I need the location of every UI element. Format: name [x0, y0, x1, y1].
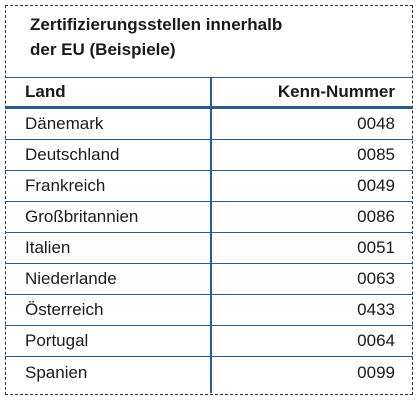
- cell-land: Deutschland: [25, 145, 120, 164]
- header-kenn-nummer: Kenn-Nummer: [277, 82, 395, 101]
- cell-kenn-nummer: 0433: [357, 300, 395, 319]
- cell-land: Italien: [25, 238, 71, 257]
- cell-kenn-nummer: 0064: [357, 331, 395, 350]
- cell-land: Dänemark: [25, 114, 104, 133]
- table-row: Großbritannien 0086: [5, 202, 413, 233]
- cell-kenn-nummer: 0086: [357, 207, 395, 226]
- table-row: Italien 0051: [5, 233, 413, 264]
- certification-table: Land Kenn-Nummer Dänemark 0048 Deutschla…: [5, 77, 413, 388]
- title-line-1: Zertifizierungsstellen innerhalb: [30, 15, 283, 34]
- header-land: Land: [25, 82, 66, 101]
- table-title: Zertifizierungsstellen innerhalb der EU …: [30, 12, 390, 62]
- cell-kenn-nummer: 0049: [357, 176, 395, 195]
- table-row: Deutschland 0085: [5, 140, 413, 171]
- cell-land: Frankreich: [25, 176, 106, 195]
- table-row: Dänemark 0048: [5, 109, 413, 140]
- cell-kenn-nummer: 0099: [357, 362, 395, 382]
- table-header-row: Land Kenn-Nummer: [5, 77, 413, 109]
- cell-land: Spanien: [25, 362, 88, 382]
- table-row: Spanien 0099: [5, 357, 413, 388]
- table-row: Frankreich 0049: [5, 171, 413, 202]
- cell-land: Großbritannien: [25, 207, 139, 226]
- cell-kenn-nummer: 0063: [357, 269, 395, 288]
- cell-kenn-nummer: 0085: [357, 145, 395, 164]
- cell-land: Niederlande: [25, 269, 117, 288]
- cell-land: Österreich: [25, 300, 104, 319]
- cell-land: Portugal: [25, 331, 89, 350]
- cell-kenn-nummer: 0051: [357, 238, 395, 257]
- table-row: Österreich 0433: [5, 295, 413, 326]
- table-row: Niederlande 0063: [5, 264, 413, 295]
- title-line-2: der EU (Beispiele): [30, 40, 176, 59]
- column-divider: [210, 77, 212, 393]
- cell-kenn-nummer: 0048: [357, 114, 395, 133]
- table-row: Portugal 0064: [5, 326, 413, 357]
- table-frame: [5, 5, 413, 395]
